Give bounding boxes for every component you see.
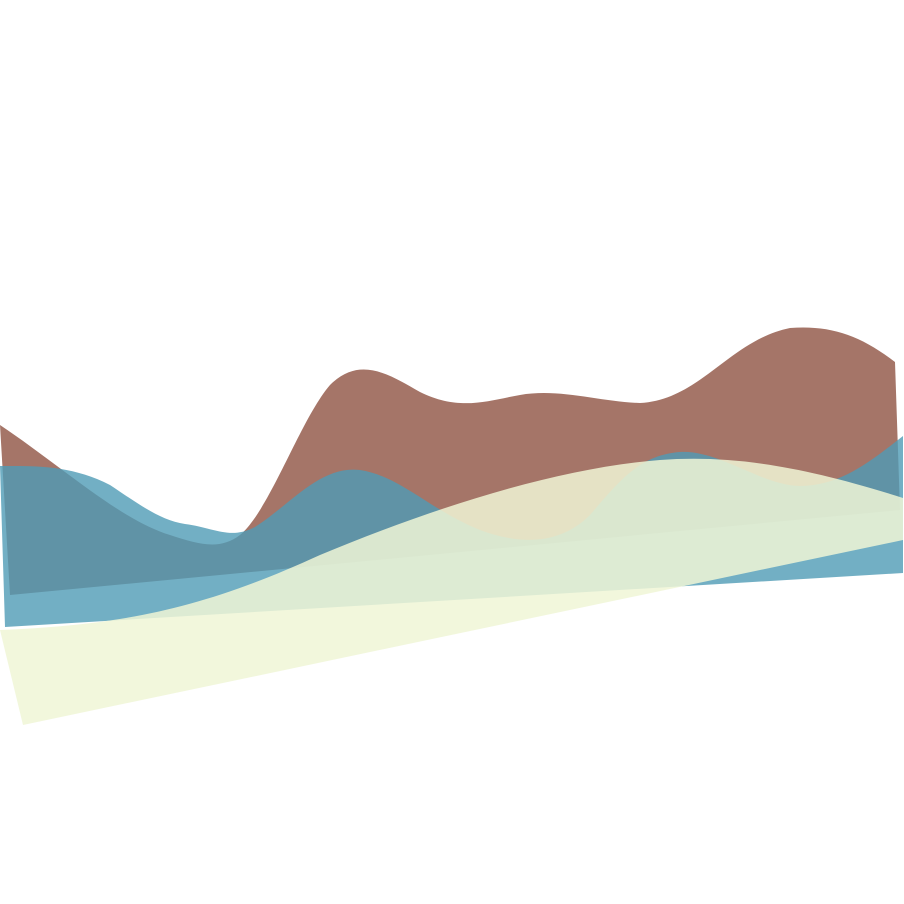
cream-wedge-band <box>0 458 903 725</box>
